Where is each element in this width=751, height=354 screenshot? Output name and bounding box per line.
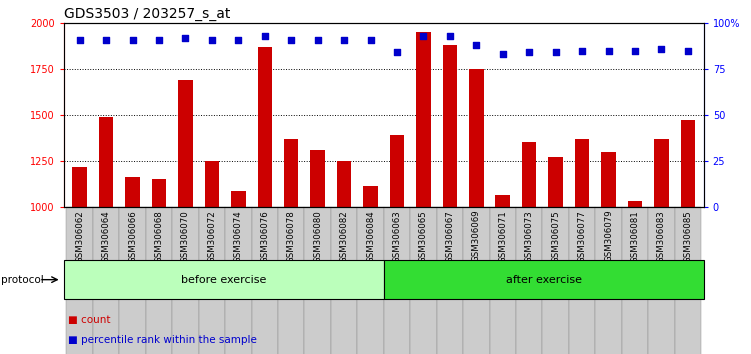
Bar [225, 207, 252, 354]
Point [285, 37, 297, 42]
Bar [363, 186, 378, 354]
Bar [258, 47, 272, 354]
Bar [284, 139, 298, 354]
Bar [204, 161, 219, 354]
Point [496, 51, 508, 57]
Bar [152, 179, 166, 354]
Point [576, 48, 588, 53]
Bar [72, 167, 87, 354]
Bar [278, 207, 304, 354]
Bar [680, 120, 695, 354]
Bar [304, 207, 331, 354]
Text: protocol: protocol [1, 275, 44, 285]
Bar [622, 207, 648, 354]
Point [259, 33, 271, 39]
Point [127, 37, 139, 42]
Bar [596, 207, 622, 354]
Point [682, 48, 694, 53]
Point [418, 33, 430, 39]
Bar [469, 69, 484, 354]
Bar [542, 207, 569, 354]
Point [550, 50, 562, 55]
Bar [410, 207, 436, 354]
Bar [442, 45, 457, 354]
Bar [516, 207, 542, 354]
Point [74, 37, 86, 42]
Bar [654, 139, 668, 354]
Point [179, 35, 192, 41]
Bar [172, 207, 199, 354]
Point [338, 37, 350, 42]
Bar [490, 207, 516, 354]
Bar [674, 207, 701, 354]
Bar [119, 207, 146, 354]
Point [391, 50, 403, 55]
Point [470, 42, 482, 48]
Bar [648, 207, 674, 354]
Bar [178, 80, 193, 354]
Bar [602, 152, 616, 354]
Bar [496, 195, 510, 354]
Bar [390, 135, 404, 354]
Bar [384, 207, 410, 354]
Bar [384, 260, 704, 299]
Bar [337, 161, 351, 354]
Bar [575, 139, 590, 354]
Bar [199, 207, 225, 354]
Bar [146, 207, 172, 354]
Bar [548, 158, 563, 354]
Bar [436, 207, 463, 354]
Bar [416, 32, 430, 354]
Bar [64, 260, 384, 299]
Text: before exercise: before exercise [181, 275, 267, 285]
Point [153, 37, 165, 42]
Bar [252, 207, 278, 354]
Bar [67, 207, 93, 354]
Bar [522, 142, 536, 354]
Text: GDS3503 / 203257_s_at: GDS3503 / 203257_s_at [64, 7, 231, 21]
Bar [125, 177, 140, 354]
Text: ■ count: ■ count [68, 315, 110, 325]
Point [523, 50, 535, 55]
Bar [357, 207, 384, 354]
Point [206, 37, 218, 42]
Bar [310, 150, 325, 354]
Point [364, 37, 376, 42]
Point [629, 48, 641, 53]
Point [656, 46, 668, 52]
Bar [99, 117, 113, 354]
Point [100, 37, 112, 42]
Text: ■ percentile rank within the sample: ■ percentile rank within the sample [68, 335, 256, 345]
Bar [628, 201, 642, 354]
Bar [569, 207, 596, 354]
Bar [231, 190, 246, 354]
Point [312, 37, 324, 42]
Point [602, 48, 614, 53]
Bar [331, 207, 357, 354]
Point [232, 37, 244, 42]
Bar [93, 207, 119, 354]
Point [444, 33, 456, 39]
Text: after exercise: after exercise [505, 275, 582, 285]
Bar [463, 207, 490, 354]
